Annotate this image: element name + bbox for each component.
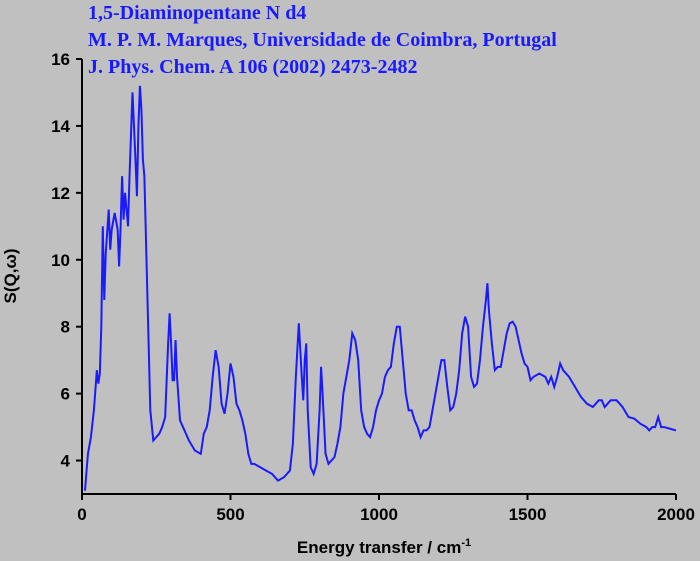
x-tick-label: 0 (77, 505, 86, 524)
data-line (83, 85, 677, 491)
x-tick-label: 500 (216, 505, 244, 524)
chart-title: 1,5-Diaminopentane N d4 (88, 2, 306, 24)
y-tick-label: 12 (51, 184, 70, 203)
chart-title: M. P. M. Marques, Universidade de Coimbr… (88, 29, 557, 51)
x-tick-label: 1500 (509, 505, 547, 524)
y-tick-label: 6 (61, 385, 70, 404)
y-tick-label: 10 (51, 251, 70, 270)
x-axis-label-text: Energy transfer / cm (297, 538, 461, 557)
chart-title: J. Phys. Chem. A 106 (2002) 2473-2482 (88, 56, 417, 78)
y-tick-label: 16 (51, 50, 70, 69)
y-axis-label: S(Q,ω) (1, 249, 20, 304)
y-tick-label: 14 (51, 117, 70, 136)
y-tick-label: 8 (61, 318, 70, 337)
x-tick-label: 2000 (657, 505, 695, 524)
x-tick-label: 1000 (360, 505, 398, 524)
x-axis-label-sup: -1 (461, 537, 471, 549)
x-axis-label: Energy transfer / cm-1 (297, 537, 471, 557)
y-tick-label: 4 (61, 452, 71, 471)
